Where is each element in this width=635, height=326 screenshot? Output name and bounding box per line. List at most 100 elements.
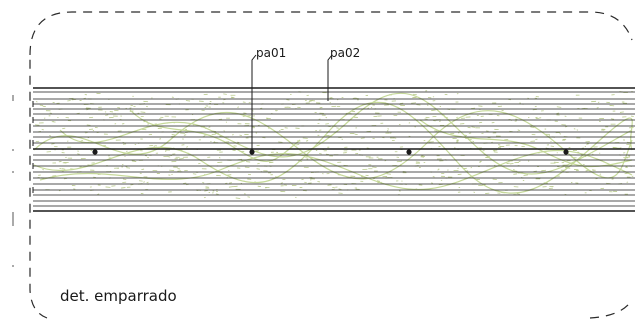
foliage-hatch bbox=[235, 197, 241, 199]
vine-foliage bbox=[33, 90, 634, 199]
foliage-hatch bbox=[411, 102, 416, 104]
foliage-hatch bbox=[532, 108, 537, 111]
foliage-hatch bbox=[523, 174, 529, 176]
foliage-hatch bbox=[186, 146, 189, 148]
foliage-hatch bbox=[183, 182, 187, 184]
foliage-hatch bbox=[146, 181, 149, 184]
foliage-hatch bbox=[584, 145, 587, 148]
foliage-hatch bbox=[332, 187, 336, 189]
callout-pa02: pa02 bbox=[327, 46, 360, 101]
vine-curve bbox=[33, 101, 633, 194]
foliage-hatch bbox=[610, 118, 615, 120]
foliage-hatch bbox=[86, 124, 91, 126]
foliage-hatch bbox=[164, 150, 167, 152]
detail-title: det. emparrado bbox=[60, 287, 177, 305]
foliage-hatch bbox=[121, 187, 126, 189]
vine-curve bbox=[59, 92, 633, 175]
foliage-hatch bbox=[71, 98, 77, 101]
foliage-hatch bbox=[389, 132, 392, 134]
foliage-hatch bbox=[412, 93, 417, 96]
foliage-hatch bbox=[596, 107, 599, 109]
foliage-hatch bbox=[319, 153, 322, 155]
callout-pa02-leader bbox=[327, 54, 333, 101]
foliage-hatch bbox=[247, 196, 251, 198]
foliage-hatch bbox=[121, 163, 124, 166]
foliage-hatch bbox=[183, 134, 187, 136]
foliage-hatch bbox=[467, 126, 471, 129]
foliage-hatch bbox=[67, 100, 71, 102]
trellis-post bbox=[563, 149, 569, 155]
foliage-hatch bbox=[305, 157, 309, 159]
callout-pa01-label: pa01 bbox=[256, 46, 286, 60]
foliage-hatch bbox=[232, 185, 238, 188]
foliage-hatch bbox=[62, 127, 66, 130]
foliage-hatch bbox=[431, 109, 436, 111]
foliage-hatch bbox=[275, 110, 278, 112]
foliage-hatch bbox=[143, 181, 146, 183]
foliage-hatch bbox=[432, 176, 435, 178]
foliage-hatch bbox=[97, 193, 100, 195]
foliage-hatch bbox=[325, 153, 329, 156]
callout-pa01: pa01 bbox=[251, 46, 286, 152]
foliage-hatch bbox=[541, 169, 547, 172]
foliage-hatch bbox=[130, 184, 134, 186]
foliage-hatch bbox=[329, 97, 333, 99]
foliage-hatch bbox=[438, 120, 441, 122]
foliage-hatch bbox=[305, 140, 309, 142]
foliage-hatch bbox=[295, 196, 297, 199]
trellis-post bbox=[406, 149, 412, 155]
foliage-hatch bbox=[232, 149, 236, 152]
foliage-hatch bbox=[265, 187, 267, 189]
foliage-hatch bbox=[416, 104, 421, 106]
foliage-hatch bbox=[65, 116, 70, 119]
foliage-hatch bbox=[386, 173, 391, 175]
foliage-hatch bbox=[565, 126, 568, 128]
foliage-hatch bbox=[202, 182, 205, 184]
foliage-hatch bbox=[49, 135, 51, 137]
trellis-post bbox=[92, 149, 98, 155]
vine-curve bbox=[129, 109, 301, 162]
foliage-hatch bbox=[255, 132, 258, 134]
foliage-hatch bbox=[141, 168, 145, 170]
foliage-hatch bbox=[239, 134, 242, 137]
foliage-hatch bbox=[382, 136, 385, 139]
foliage-hatch bbox=[384, 160, 387, 162]
foliage-hatch bbox=[35, 124, 40, 126]
foliage-hatch bbox=[472, 140, 475, 142]
foliage-hatch bbox=[77, 153, 80, 155]
foliage-hatch bbox=[533, 170, 537, 172]
callout-pa02-label: pa02 bbox=[330, 46, 360, 60]
foliage-hatch bbox=[325, 123, 329, 125]
foliage-hatch bbox=[171, 173, 173, 176]
foliage-hatch bbox=[232, 134, 234, 136]
foliage-hatch bbox=[456, 116, 458, 119]
foliage-hatch bbox=[85, 132, 87, 134]
foliage-hatch bbox=[585, 169, 589, 172]
foliage-hatch bbox=[63, 177, 68, 180]
foliage-hatch bbox=[296, 144, 300, 146]
foliage-hatch bbox=[556, 106, 562, 108]
foliage-hatch bbox=[586, 143, 589, 145]
foliage-hatch bbox=[301, 178, 304, 181]
foliage-hatch bbox=[153, 145, 155, 147]
foliage-hatch bbox=[122, 178, 127, 180]
foliage-hatch bbox=[105, 114, 109, 116]
foliage-hatch bbox=[204, 190, 208, 192]
foliage-hatch bbox=[471, 126, 476, 128]
foliage-hatch bbox=[497, 105, 503, 108]
vine-curve bbox=[33, 110, 633, 180]
foliage-hatch bbox=[564, 115, 567, 117]
foliage-hatch bbox=[534, 105, 537, 108]
foliage-hatch bbox=[550, 145, 555, 147]
foliage-hatch bbox=[268, 161, 274, 164]
foliage-hatch bbox=[62, 168, 66, 170]
foliage-hatch bbox=[286, 99, 290, 101]
detail-frame bbox=[29, 11, 633, 319]
foliage-hatch bbox=[266, 117, 271, 120]
foliage-hatch bbox=[131, 160, 137, 162]
foliage-hatch bbox=[609, 104, 615, 107]
foliage-hatch bbox=[51, 121, 56, 123]
foliage-hatch bbox=[35, 101, 38, 103]
foliage-hatch bbox=[559, 133, 562, 135]
